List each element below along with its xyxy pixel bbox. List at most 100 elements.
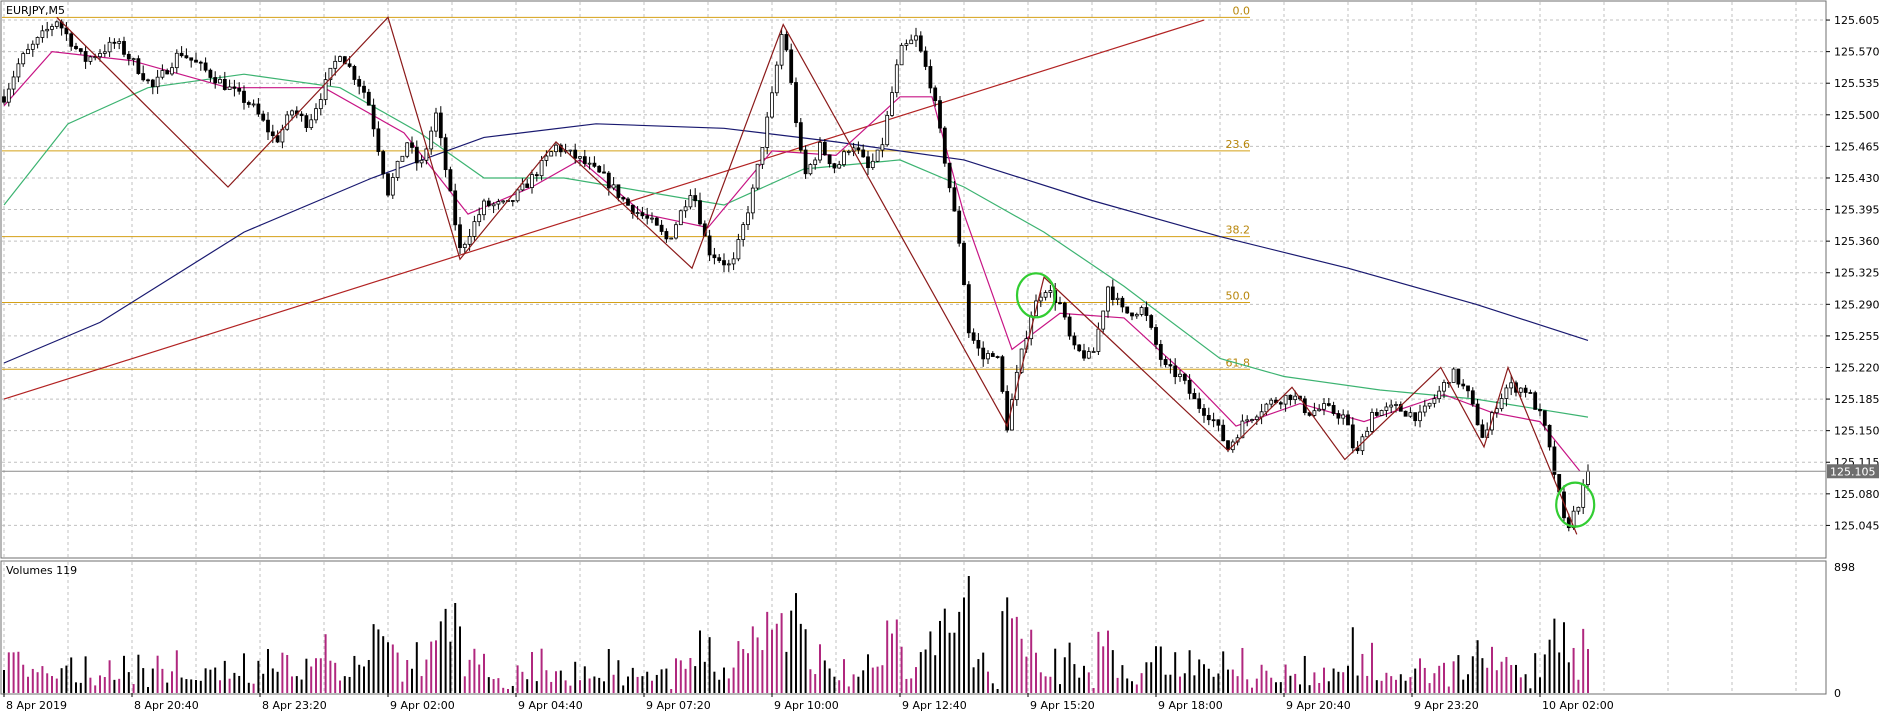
candle-body: [429, 130, 434, 150]
price-axis[interactable]: 125.605 125.570 125.535 125.500 125.465 125.4…: [2, 14, 1880, 532]
candle-body: [314, 108, 318, 121]
fib-level-label: 38.2: [1226, 224, 1251, 237]
candle-body: [1470, 390, 1475, 405]
candle-body: [942, 127, 947, 164]
candle-body: [1504, 387, 1509, 399]
candle-body: [1106, 286, 1110, 312]
candle-body: [189, 57, 194, 61]
candle-body: [1240, 420, 1245, 439]
candle-body: [338, 56, 342, 62]
candle-body: [54, 21, 59, 27]
candle-body: [1154, 327, 1158, 345]
fibonacci-retracement[interactable]: 0.0 23.6 38.2 50.0 61.8: [2, 4, 1251, 370]
candle-body: [352, 66, 357, 80]
candle-body: [525, 183, 530, 188]
trendline[interactable]: [3, 19, 1205, 400]
candle-body: [477, 214, 482, 223]
candle-body: [1370, 412, 1374, 432]
candle-body: [184, 55, 189, 59]
candle-body: [755, 163, 760, 189]
price-tick-label: 125.185: [1834, 393, 1880, 406]
candle-body: [1178, 373, 1182, 378]
candle-body: [534, 174, 539, 177]
candle-body: [995, 356, 1000, 358]
price-grid: [2, 2, 1826, 557]
time-tick-label: 9 Apr 20:40: [1286, 699, 1351, 712]
candle-body: [640, 212, 645, 217]
fib-level-label: 61.8: [1226, 356, 1251, 369]
fib-level-label: 23.6: [1226, 138, 1251, 151]
highlight-circles: [1015, 272, 1596, 528]
candle-body: [347, 63, 352, 67]
candle-body: [746, 212, 750, 226]
candle-body: [122, 41, 126, 55]
candle-body: [832, 163, 837, 169]
candle-body: [69, 33, 74, 47]
candle-body: [866, 156, 870, 169]
candle-body: [357, 79, 362, 87]
candle-body: [986, 353, 990, 360]
candle-body: [405, 142, 410, 157]
candle-body: [1197, 398, 1202, 409]
candle-body: [1101, 310, 1106, 330]
candle-body: [1403, 410, 1408, 417]
candle-body: [1581, 484, 1586, 508]
candle-body: [1278, 402, 1283, 405]
candle-body: [914, 35, 918, 41]
candle-body: [592, 162, 597, 167]
candle-body: [957, 210, 962, 244]
candle-body: [88, 56, 93, 62]
candle-body: [400, 155, 405, 162]
candle-body: [1509, 382, 1514, 389]
candle-body: [597, 165, 602, 173]
candle-body: [467, 236, 472, 245]
candle-body: [736, 239, 741, 260]
candle-body: [602, 171, 606, 174]
candle-body: [938, 100, 942, 129]
candle-body: [256, 103, 261, 115]
candle-body: [554, 144, 558, 153]
candlestick-series: [2, 19, 1590, 532]
candle-body: [333, 60, 338, 69]
candle-body: [78, 48, 83, 52]
time-axis[interactable]: 8 Apr 2019 8 Apr 20:40 8 Apr 23:20 9 Apr 02…: [3, 693, 1614, 712]
candle-body: [141, 73, 146, 81]
candle-body: [611, 184, 616, 189]
candle-body: [1437, 390, 1442, 400]
candle-body: [539, 160, 544, 177]
candle-body: [659, 224, 664, 232]
candle-body: [107, 41, 112, 53]
candle-body: [899, 44, 904, 66]
candle-body: [1125, 306, 1130, 314]
price-tick-label: 125.255: [1834, 330, 1880, 343]
candle-body: [174, 52, 179, 69]
candle-body: [213, 77, 218, 84]
candle-body: [750, 187, 755, 214]
candle-body: [126, 53, 131, 60]
candle-body: [813, 159, 818, 165]
candle-body: [285, 114, 290, 130]
candle-body: [21, 53, 26, 65]
candle-body: [616, 184, 621, 198]
candle-body: [501, 200, 506, 203]
candle-body: [1139, 307, 1144, 315]
candle-body: [299, 113, 304, 117]
volume-panel-frame: [0, 560, 1827, 695]
candle-body: [1086, 351, 1091, 359]
time-tick-label: 9 Apr 23:20: [1414, 699, 1479, 712]
candle-body: [2, 96, 6, 103]
trendline-layer[interactable]: [3, 19, 1205, 400]
candle-body: [438, 112, 443, 139]
candle-body: [1206, 415, 1211, 421]
price-tick-label: 125.045: [1834, 519, 1880, 532]
candle-body: [549, 151, 554, 157]
candle-body: [1461, 383, 1466, 387]
candle-body: [371, 104, 376, 130]
candle-body: [1062, 302, 1067, 318]
candle-body: [6, 88, 11, 103]
candle-body: [453, 190, 458, 226]
candle-body: [1005, 391, 1010, 431]
